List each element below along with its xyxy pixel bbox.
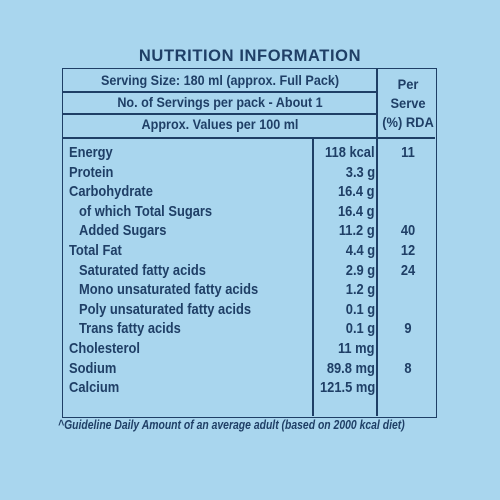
nutrient-name: Trans fatty acids <box>79 320 181 338</box>
nutrient-value: 4.4 g <box>345 242 375 259</box>
divider <box>63 91 377 93</box>
servings-per-pack-text: No. of Servings per pack - About 1 <box>117 94 323 110</box>
nutrient-name: of which Total Sugars <box>79 202 213 220</box>
divider <box>63 113 377 115</box>
table-row: Protein 3.3 g <box>63 163 438 183</box>
nutrient-name: Poly unsaturated fatty acids <box>79 300 252 318</box>
table-row: Cholesterol 11 mg <box>63 339 438 359</box>
nutrient-value: 121.5 mg <box>319 379 375 397</box>
nutrient-name: Protein <box>69 163 114 181</box>
footnote: ^Guideline Daily Amount of an average ad… <box>58 417 405 432</box>
rda-column-header: Per Serve (%) RDA <box>380 75 435 132</box>
nutrient-name: Calcium <box>69 379 120 397</box>
panel-title: NUTRITION INFORMATION <box>138 47 362 65</box>
nutrient-value: 16.4 g <box>338 183 375 201</box>
nutrient-name: Added Sugars <box>79 222 167 240</box>
table-row: Added Sugars 11.2 g 40 <box>63 221 438 241</box>
header-bottom-divider <box>63 137 435 139</box>
nutrient-value: 16.4 g <box>338 202 375 220</box>
table-row: Carbohydrate 16.4 g <box>63 182 438 202</box>
nutrient-rda: 11 <box>401 144 415 161</box>
table-row: Calcium 121.5 mg <box>63 378 438 398</box>
column-divider-rda <box>376 69 378 416</box>
nutrient-rda: 24 <box>400 261 416 279</box>
table-row: of which Total Sugars 16.4 g <box>63 202 438 222</box>
nutrient-value: 1.2 g <box>345 281 375 299</box>
table-row: Energy 118 kcal 11 <box>63 143 438 163</box>
serving-size-text: Serving Size: 180 ml (approx. Full Pack) <box>100 72 340 88</box>
table-row: Sodium 89.8 mg 8 <box>63 359 438 379</box>
nutrient-value: 3.3 g <box>345 163 375 181</box>
nutrient-value: 11.2 g <box>339 222 375 240</box>
table-row: Saturated fatty acids 2.9 g 24 <box>63 261 438 281</box>
nutrient-value: 2.9 g <box>345 261 375 279</box>
approx-values-text: Approx. Values per 100 ml <box>141 116 299 132</box>
nutrient-name: Sodium <box>69 359 117 377</box>
rda-header-line1: Per <box>397 76 419 92</box>
nutrient-value: 118 kcal <box>325 144 375 161</box>
nutrient-name: Cholesterol <box>69 340 140 357</box>
table-row: Mono unsaturated fatty acids 1.2 g <box>63 280 438 300</box>
nutrient-rda: 9 <box>404 320 412 338</box>
nutrient-name: Carbohydrate <box>69 183 153 201</box>
table-row: Total Fat 4.4 g 12 <box>63 241 438 261</box>
nutrient-name: Energy <box>69 144 113 161</box>
nutrient-value: 0.1 g <box>345 320 375 338</box>
column-divider-value <box>312 137 314 416</box>
nutrient-rda: 8 <box>404 359 412 377</box>
table-row: Trans fatty acids 0.1 g 9 <box>63 319 438 339</box>
nutrient-rda: 12 <box>400 242 416 259</box>
nutrient-rda: 40 <box>400 222 416 240</box>
nutrition-table: Serving Size: 180 ml (approx. Full Pack)… <box>62 68 437 418</box>
rda-header-line2: Serve <box>390 95 426 111</box>
nutrient-name: Saturated fatty acids <box>79 261 206 279</box>
nutrient-value: 0.1 g <box>345 300 375 318</box>
nutrient-name: Total Fat <box>69 242 122 259</box>
rda-header-line3: (%) RDA <box>382 114 434 130</box>
nutrient-value: 89.8 mg <box>326 359 375 377</box>
table-row: Poly unsaturated fatty acids 0.1 g <box>63 300 438 320</box>
nutrient-name: Mono unsaturated fatty acids <box>79 281 259 299</box>
nutrition-panel: NUTRITION INFORMATION Serving Size: 180 … <box>50 45 450 463</box>
nutrient-value: 11 mg <box>338 340 375 357</box>
